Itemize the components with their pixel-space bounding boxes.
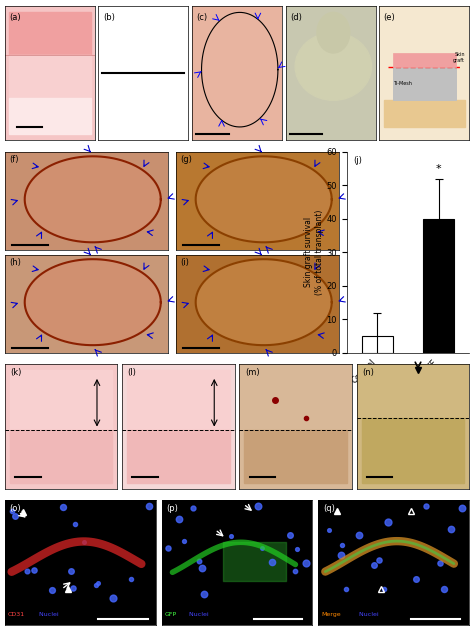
Text: Ti-Mesh: Ti-Mesh [393,81,411,86]
Bar [127,370,229,430]
Polygon shape [25,259,161,345]
Text: (l): (l) [128,368,137,377]
Bar [393,66,456,100]
Text: Nuclei: Nuclei [185,612,209,617]
Text: (d): (d) [290,13,302,22]
Text: CD31: CD31 [8,612,25,617]
Bar [9,56,91,98]
Text: GFP: GFP [164,612,177,617]
Bar [393,53,456,66]
Text: Skin
graft: Skin graft [453,52,465,62]
Bar [10,370,112,430]
Text: (b): (b) [103,13,115,22]
Text: (c): (c) [197,13,208,22]
Text: (n): (n) [362,368,374,377]
Text: (f): (f) [9,155,19,164]
Text: (h): (h) [9,257,21,267]
Text: (g): (g) [181,155,192,164]
Bar [9,98,91,134]
Bar [384,100,465,127]
Bar [423,219,454,353]
Bar [362,336,392,353]
Y-axis label: Skin graft survival
(% of total transplant): Skin graft survival (% of total transpla… [304,209,324,295]
Bar [362,370,464,418]
Text: (q): (q) [323,504,335,513]
Text: (m): (m) [245,368,260,377]
Text: (p): (p) [166,504,178,513]
Text: Merge: Merge [321,612,341,617]
Bar [9,13,91,56]
Bar [10,430,112,483]
Text: (e): (e) [384,13,395,22]
Bar [245,370,347,430]
Text: (k): (k) [10,368,22,377]
Ellipse shape [295,33,372,100]
Text: *: * [436,163,441,174]
Polygon shape [196,259,332,345]
Text: (j): (j) [353,156,362,165]
Bar [362,418,464,483]
Bar [245,430,347,483]
Text: (a): (a) [9,13,21,22]
Bar [127,430,229,483]
Polygon shape [196,156,332,242]
Polygon shape [25,156,161,242]
Text: Nuclei: Nuclei [35,612,58,617]
Text: (i): (i) [181,257,190,267]
Text: Nuclei: Nuclei [356,612,379,617]
Circle shape [317,13,350,53]
Text: (o): (o) [9,504,21,513]
